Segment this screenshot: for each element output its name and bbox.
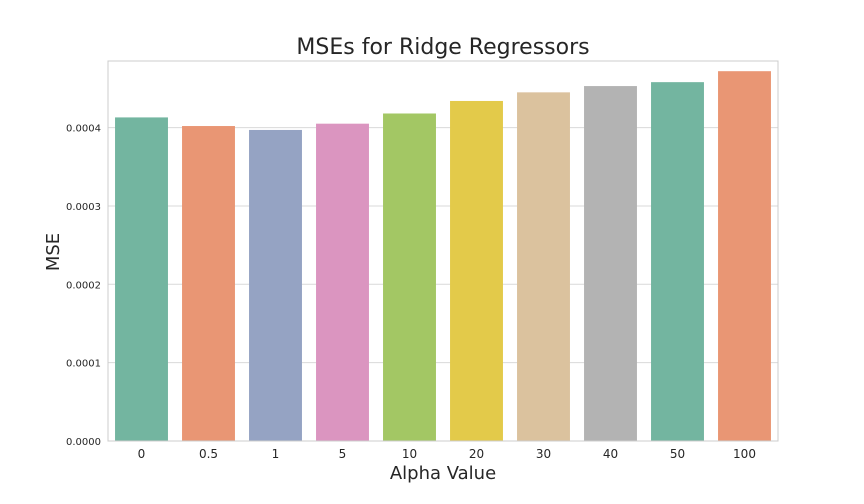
y-axis-label: MSE bbox=[43, 233, 64, 271]
y-tick-label: 0.0002 bbox=[66, 280, 101, 291]
x-tick-label: 30 bbox=[536, 447, 551, 461]
x-tick-label: 40 bbox=[603, 447, 618, 461]
bars bbox=[115, 71, 771, 442]
bar-1 bbox=[249, 129, 302, 441]
x-tick-label: 100 bbox=[733, 447, 756, 461]
x-tick-label: 5 bbox=[339, 447, 347, 461]
x-tick-label: 1 bbox=[272, 447, 280, 461]
plot-frame bbox=[107, 60, 779, 442]
bar-30 bbox=[517, 92, 570, 441]
bar-50 bbox=[651, 82, 704, 442]
chart-title: MSEs for Ridge Regressors bbox=[296, 35, 589, 60]
bar-10 bbox=[383, 113, 436, 441]
y-tick-label: 0.0003 bbox=[66, 202, 101, 213]
x-tick-label: 0.5 bbox=[199, 447, 218, 461]
bar-0.5 bbox=[182, 126, 235, 441]
x-tick-label: 50 bbox=[670, 447, 685, 461]
bar-40 bbox=[584, 86, 637, 441]
bar-0 bbox=[115, 117, 168, 442]
x-axis-label: Alpha Value bbox=[390, 463, 496, 484]
y-tick-label: 0.0001 bbox=[66, 359, 101, 370]
y-tick-label: 0.0000 bbox=[66, 437, 101, 448]
x-tick-label: 10 bbox=[402, 447, 417, 461]
y-tick-label: 0.0004 bbox=[66, 124, 101, 135]
bar-5 bbox=[316, 123, 369, 441]
bar-20 bbox=[450, 100, 503, 441]
x-tick-label: 0 bbox=[138, 447, 146, 461]
y-tick-labels: 0.0000 0.0001 0.0002 0.0003 0.0004 bbox=[66, 124, 101, 448]
x-tick-label: 20 bbox=[469, 447, 484, 461]
x-tick-labels: 0 0.5 1 5 10 20 30 40 50 100 bbox=[138, 447, 756, 461]
bar-100 bbox=[718, 71, 771, 441]
